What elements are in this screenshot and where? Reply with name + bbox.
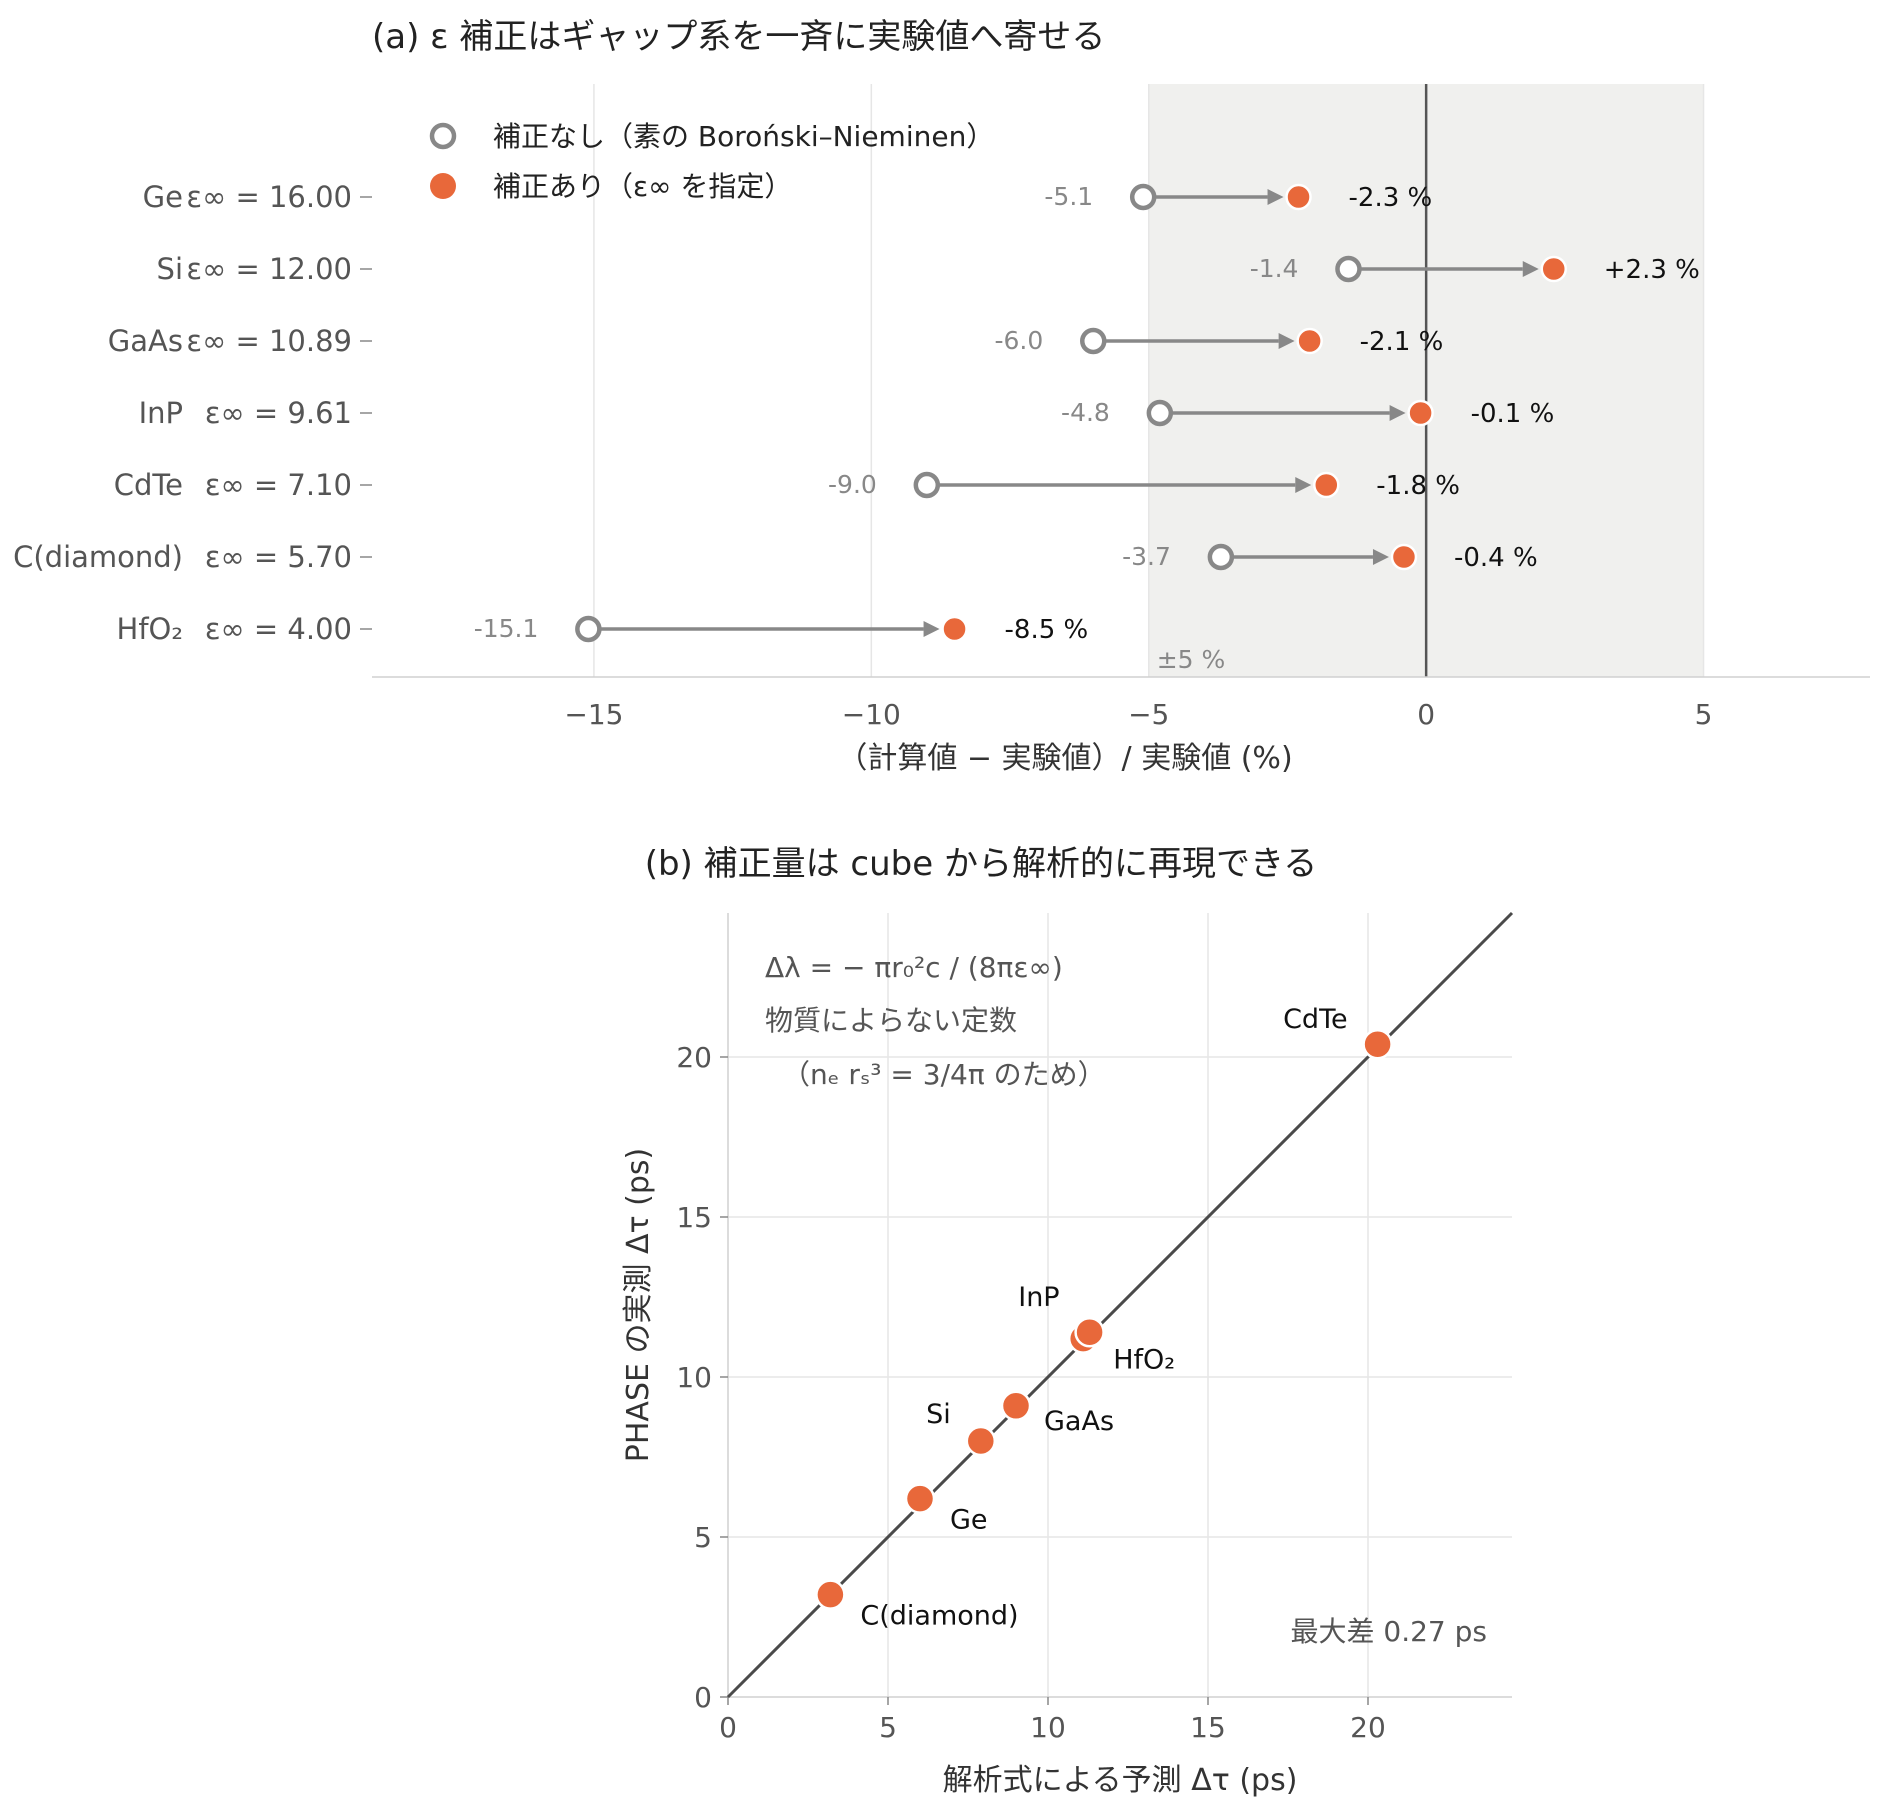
panel-a-x-ticks: −15 −10 −5 0 5 xyxy=(564,698,1712,731)
data-point-label: C(diamond) xyxy=(860,1601,1018,1632)
corrected-point xyxy=(1296,327,1323,355)
panel-a-title: (a) ε 補正はギャップ系を一斉に実験値へ寄せる xyxy=(372,17,1105,57)
panel-a-x-tick-label: 5 xyxy=(1695,698,1713,731)
correction-arrow-head xyxy=(1267,189,1284,205)
data-point xyxy=(1362,1028,1393,1060)
corrected-point xyxy=(1313,471,1340,499)
panel-a-x-tick-label: −15 xyxy=(564,698,623,731)
row-label-epsilon: ε∞ = 7.10 xyxy=(205,468,352,502)
panel-b: (b) 補正量は cube から解析的に再現できる 00 5 5 10 10 15 15 20… xyxy=(621,844,1514,1798)
correction-arrow-head xyxy=(923,621,940,637)
data-point-label: InP xyxy=(1018,1282,1059,1313)
corrected-point xyxy=(941,615,968,643)
corrected-value-label: -8.5 % xyxy=(1005,615,1089,645)
legend: 補正なし（素の Boroński–Nieminen） 補正あり（ε∞ を指定） xyxy=(429,120,994,203)
legend-label-after: 補正あり（ε∞ を指定） xyxy=(493,170,792,203)
panel-b-y-tick-label: 20 xyxy=(676,1041,712,1074)
data-point xyxy=(815,1579,846,1610)
uncorrected-point xyxy=(1129,183,1157,211)
corrected-value-label: -1.8 % xyxy=(1376,471,1460,501)
panel-b-x-tick-label: 20 xyxy=(1350,1711,1386,1744)
row-label-epsilon: ε∞ = 10.89 xyxy=(186,324,352,358)
correction-arrow-head xyxy=(1389,405,1406,421)
row-label-material: HfO₂ xyxy=(117,612,183,646)
panel-b-points: C(diamond) Ge Si GaAs HfO₂ InP CdTe xyxy=(815,1004,1393,1632)
annotation-line-2: 物質によらない定数 xyxy=(765,1004,1017,1037)
formula-annotation: Δλ = − πr₀²c / (8πε∞) xyxy=(765,951,1063,984)
uncorrected-value-label: -9.0 xyxy=(828,470,877,499)
corrected-point xyxy=(1390,543,1418,571)
uncorrected-value-label: -5.1 xyxy=(1044,182,1093,211)
data-point xyxy=(1074,1316,1105,1348)
corrected-value-label: +2.3 % xyxy=(1604,255,1700,285)
row-label-material: C(diamond) xyxy=(13,540,183,574)
data-point-label: GaAs xyxy=(1044,1406,1114,1437)
panel-b-y-tick-label: 5 xyxy=(694,1521,712,1554)
legend-marker-after xyxy=(430,173,456,199)
row-label-material: Si xyxy=(157,252,183,286)
corrected-value-label: -2.1 % xyxy=(1360,327,1444,357)
data-point xyxy=(1000,1390,1032,1422)
panel-a-rows: Ge ε∞ = 16.00 -5.1 -2.3 % Si ε∞ = 12.00 -1.4 +2… xyxy=(13,180,1700,646)
row-label-epsilon: ε∞ = 12.00 xyxy=(186,252,352,286)
uncorrected-value-label: -1.4 xyxy=(1250,254,1299,283)
row-label-material: GaAs xyxy=(108,324,183,358)
row-label-material: Ge xyxy=(143,180,183,214)
panel-a-x-tick-label: 0 xyxy=(1417,698,1435,731)
correction-arrow-head xyxy=(1372,549,1389,565)
annotation-line-3: （nₑ rₛ³ = 3/4π のため） xyxy=(782,1058,1106,1091)
panel-b-title: (b) 補正量は cube から解析的に再現できる xyxy=(645,844,1318,884)
row-label-epsilon: ε∞ = 5.70 xyxy=(205,540,352,574)
data-point-label: Ge xyxy=(950,1505,988,1536)
panel-b-y-tick-label: 0 xyxy=(694,1681,712,1714)
uncorrected-value-label: -15.1 xyxy=(474,614,539,643)
uncorrected-point xyxy=(575,615,602,643)
panel-b-ticks: 00 5 5 10 10 15 15 20 20 xyxy=(676,1041,1385,1744)
panel-b-x-label: 解析式による予測 Δτ (ps) xyxy=(943,1763,1298,1798)
correction-arrow-head xyxy=(1522,261,1539,277)
correction-arrow-head xyxy=(1295,477,1312,493)
corrected-value-label: -0.1 % xyxy=(1471,399,1555,429)
data-point-label: Si xyxy=(926,1399,951,1430)
row-label-epsilon: ε∞ = 4.00 xyxy=(205,612,352,646)
legend-label-before: 補正なし（素の Boroński–Nieminen） xyxy=(493,120,994,153)
row-label-epsilon: ε∞ = 9.61 xyxy=(205,396,352,430)
uncorrected-value-label: -3.7 xyxy=(1122,542,1171,571)
row-label-material: InP xyxy=(139,396,183,430)
uncorrected-point xyxy=(913,471,941,499)
correction-arrow-head xyxy=(1278,333,1295,349)
row-label-material: CdTe xyxy=(114,468,183,502)
panel-a-x-tick-label: −10 xyxy=(842,698,901,731)
corrected-point xyxy=(1540,255,1568,283)
uncorrected-value-label: -6.0 xyxy=(994,326,1043,355)
legend-marker-before xyxy=(429,122,457,150)
data-point xyxy=(904,1483,936,1514)
panel-b-x-tick-label: 0 xyxy=(719,1711,737,1744)
uncorrected-value-label: -4.8 xyxy=(1061,398,1110,427)
corrected-point xyxy=(1285,183,1312,211)
corrected-point xyxy=(1407,399,1434,427)
corrected-value-label: -2.3 % xyxy=(1349,183,1433,213)
panel-b-x-tick-label: 10 xyxy=(1030,1711,1066,1744)
panel-b-y-tick-label: 10 xyxy=(676,1361,712,1394)
row-label-epsilon: ε∞ = 16.00 xyxy=(186,180,352,214)
panel-b-y-label: PHASE の実測 Δτ (ps) xyxy=(621,1148,656,1462)
max-diff-annotation: 最大差 0.27 ps xyxy=(1290,1615,1487,1648)
corrected-value-label: -0.4 % xyxy=(1454,543,1538,573)
panel-b-y-tick-label: 15 xyxy=(676,1201,712,1234)
panel-b-x-tick-label: 5 xyxy=(879,1711,897,1744)
uncorrected-point xyxy=(1080,327,1107,355)
panel-a-x-label: （計算値 − 実験値）/ 実験値 (%) xyxy=(837,741,1292,776)
uncorrected-point xyxy=(1207,543,1235,571)
data-point-label: HfO₂ xyxy=(1113,1345,1175,1376)
panel-a-x-tick-label: −5 xyxy=(1128,698,1169,731)
data-point xyxy=(965,1425,997,1457)
band-label: ±5 % xyxy=(1157,645,1226,674)
panel-b-x-tick-label: 15 xyxy=(1190,1711,1226,1744)
panel-a: (a) ε 補正はギャップ系を一斉に実験値へ寄せる −15 −10 −5 0 5 ±5 … xyxy=(13,17,1870,776)
uncorrected-point xyxy=(1146,399,1174,427)
data-point-label: CdTe xyxy=(1283,1004,1348,1035)
uncorrected-point xyxy=(1335,255,1362,283)
